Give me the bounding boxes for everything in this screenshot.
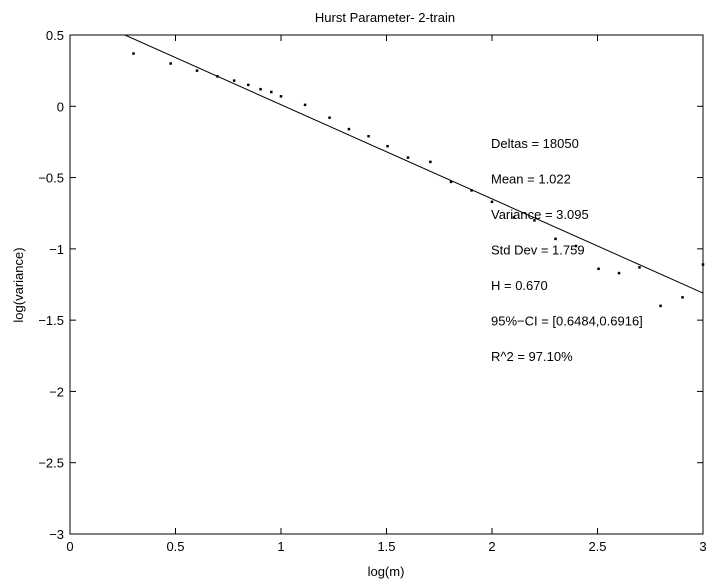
y-tick-label: 0.5	[46, 28, 64, 43]
y-axis-label: log(variance)	[11, 247, 26, 322]
y-tick-label: 0	[57, 99, 64, 114]
y-axis: −3 −2.5 −2 −1.5 −1 −0.5 0 0.5	[38, 28, 703, 542]
annotation-text: R^2 = 97.10%	[491, 349, 573, 364]
data-point	[169, 62, 172, 65]
x-tick-label: 0	[66, 539, 73, 554]
data-point	[406, 156, 410, 159]
chart-title: Hurst Parameter- 2-train	[315, 10, 455, 25]
annotation-text: Deltas = 18050	[491, 136, 579, 151]
y-tick-label: −2	[49, 384, 64, 399]
annotation-text: Mean = 1.022	[491, 172, 571, 187]
data-points	[132, 52, 705, 308]
data-point	[701, 263, 705, 266]
data-point	[279, 95, 283, 98]
x-axis-label: log(m)	[368, 564, 405, 579]
data-point	[367, 134, 370, 138]
data-point	[574, 244, 578, 248]
data-point	[597, 267, 600, 271]
y-tick-label: −1	[49, 242, 64, 257]
x-tick-label: 3	[699, 539, 706, 554]
data-point	[512, 216, 516, 219]
x-axis: 0 0.5 1 1.5 2 2.5 3	[66, 35, 707, 554]
annotation-text: Std Dev = 1.759	[491, 243, 585, 258]
y-tick-label: −1.5	[38, 313, 64, 328]
fit-line	[124, 34, 704, 294]
data-point	[470, 189, 473, 192]
x-tick-label: 0.5	[166, 539, 184, 554]
data-point	[347, 127, 351, 131]
annotation-text: 95%−CI = [0.6484,0.6916]	[491, 314, 643, 329]
data-point	[216, 75, 219, 78]
data-point	[659, 304, 662, 308]
data-point	[449, 180, 453, 184]
data-point	[259, 87, 262, 91]
data-point	[270, 90, 273, 94]
data-point	[328, 116, 331, 119]
x-tick-label: 1	[277, 539, 284, 554]
data-point	[490, 200, 494, 204]
data-point	[232, 79, 236, 82]
data-point	[195, 69, 199, 72]
data-point	[617, 271, 621, 275]
data-point	[681, 296, 684, 299]
x-tick-label: 2	[488, 539, 495, 554]
data-point	[429, 160, 432, 164]
data-point	[303, 103, 307, 107]
data-point	[533, 219, 536, 222]
x-tick-label: 2.5	[588, 539, 606, 554]
annotation-text: Variance = 3.095	[491, 207, 589, 222]
data-point	[132, 52, 135, 55]
fit-line-group	[124, 34, 704, 294]
data-point	[247, 83, 250, 87]
plot-frame	[69, 34, 704, 535]
data-point	[638, 266, 641, 269]
x-tick-label: 1.5	[377, 539, 395, 554]
y-tick-label: −2.5	[38, 456, 64, 471]
y-tick-label: −3	[49, 527, 64, 542]
data-point	[386, 144, 389, 148]
y-tick-label: −0.5	[38, 171, 64, 186]
data-point	[554, 237, 557, 241]
annotations: Deltas = 18050 Mean = 1.022 Variance = 3.0…	[491, 136, 643, 364]
annotation-text: H = 0.670	[491, 278, 548, 293]
